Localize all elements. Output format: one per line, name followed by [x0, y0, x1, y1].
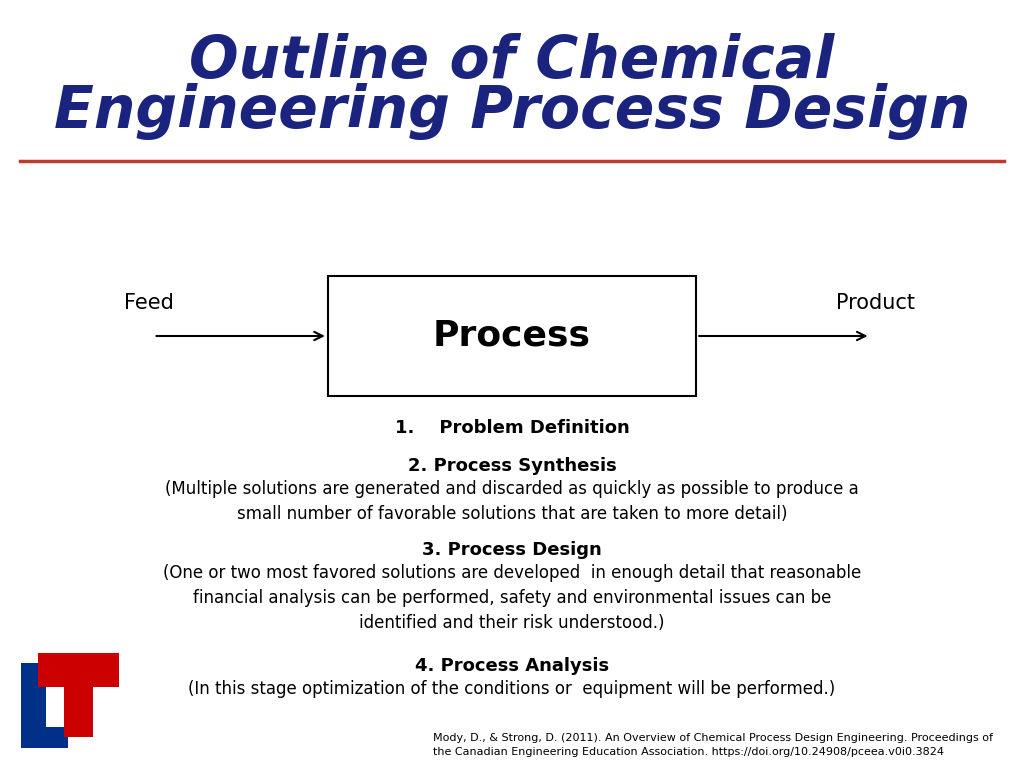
Text: (Multiple solutions are generated and discarded as quickly as possible to produc: (Multiple solutions are generated and di…	[165, 480, 859, 523]
Bar	[46, 687, 63, 725]
Text: Process: Process	[433, 319, 591, 353]
Bar	[20, 663, 46, 748]
Text: 3. Process Design: 3. Process Design	[422, 541, 602, 559]
Text: Outline of Chemical: Outline of Chemical	[189, 33, 835, 90]
Text: (One or two most favored solutions are developed  in enough detail that reasonab: (One or two most favored solutions are d…	[163, 564, 861, 633]
Text: 1.    Problem Definition: 1. Problem Definition	[394, 419, 630, 436]
Text: Engineering Process Design: Engineering Process Design	[54, 83, 970, 140]
Text: Mody, D., & Strong, D. (2011). An Overview of Chemical Process Design Engineerin: Mody, D., & Strong, D. (2011). An Overvi…	[433, 733, 993, 756]
Text: Feed: Feed	[124, 293, 173, 313]
Text: Product: Product	[836, 293, 915, 313]
Bar	[328, 276, 696, 396]
Bar	[20, 727, 69, 748]
Text: 4. Process Analysis: 4. Process Analysis	[415, 657, 609, 674]
Text: (In this stage optimization of the conditions or  equipment will be performed.): (In this stage optimization of the condi…	[188, 680, 836, 697]
Bar	[63, 684, 93, 737]
Text: 2. Process Synthesis: 2. Process Synthesis	[408, 457, 616, 475]
Bar	[38, 653, 119, 687]
